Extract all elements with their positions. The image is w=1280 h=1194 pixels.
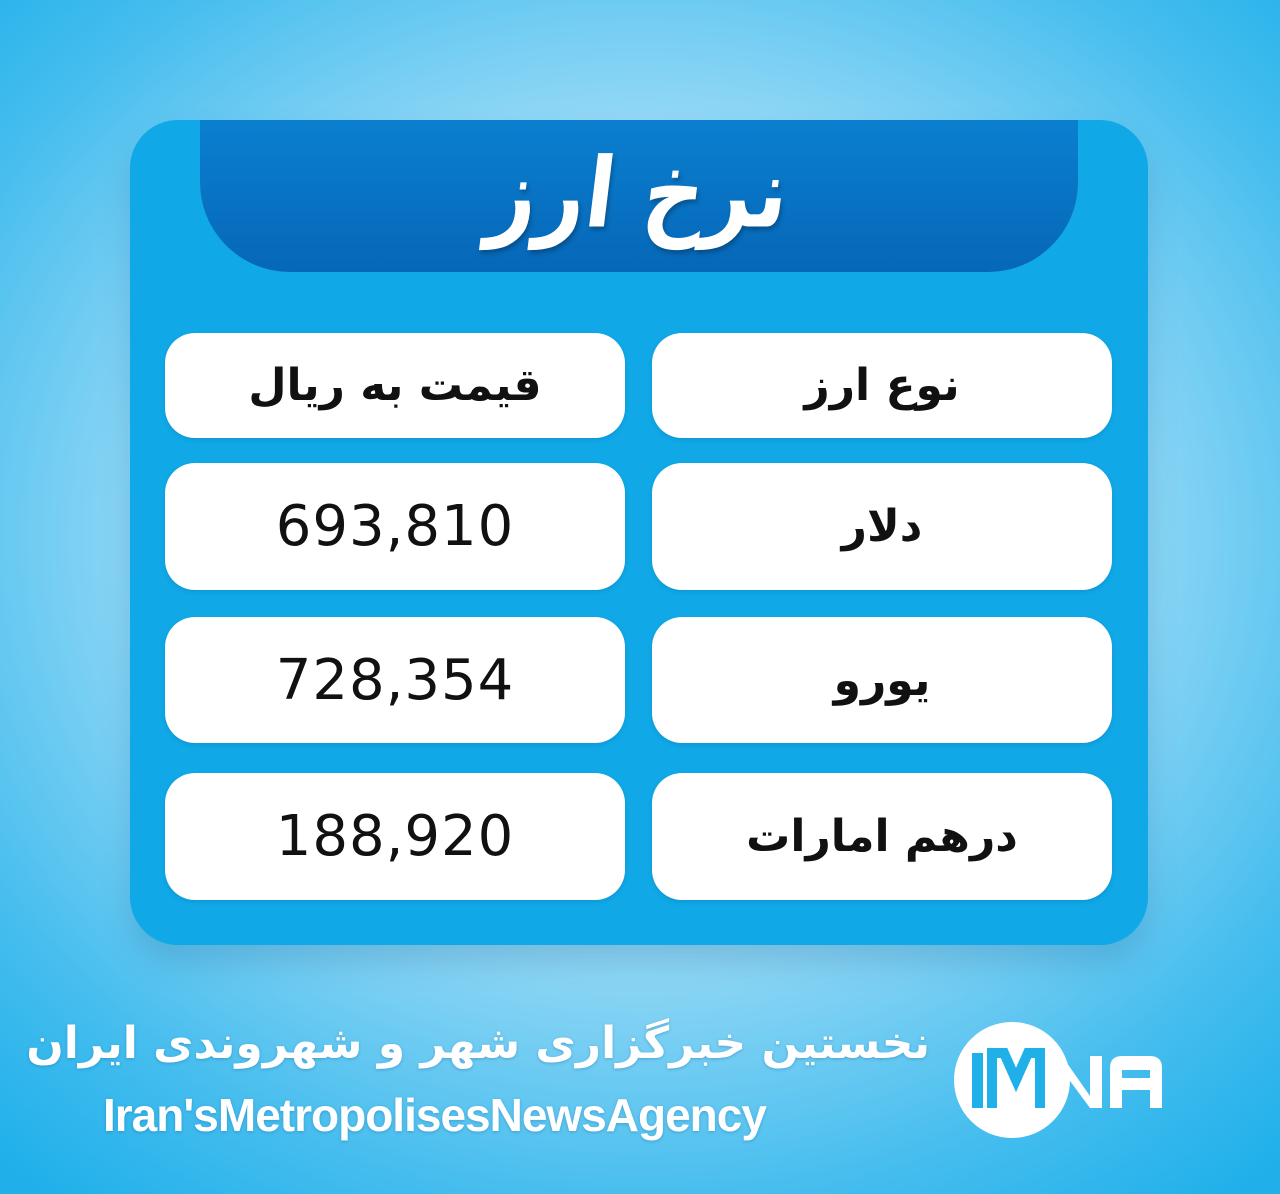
footer-agency-name: Iran'sMetropolisesNewsAgency	[103, 1089, 767, 1141]
title-banner: نرخ ارز	[200, 120, 1078, 272]
imna-logo-icon	[954, 1022, 1162, 1138]
page-title: نرخ ارز	[482, 136, 796, 250]
price-cell: 693,810	[165, 463, 625, 590]
price-cell: 728,354	[165, 617, 625, 743]
currency-cell: دلار	[652, 463, 1112, 590]
price-cell: 188,920	[165, 773, 625, 900]
rates-card: نرخ ارز نوع ارز قیمت به ریال دلار 693,81…	[130, 120, 1148, 945]
currency-cell: درهم امارات	[652, 773, 1112, 900]
footer-tagline: نخستین خبرگزاری شهر و شهروندی ایران	[26, 1018, 930, 1069]
header-price: قیمت به ریال	[165, 333, 625, 438]
header-currency: نوع ارز	[652, 333, 1112, 438]
currency-cell: یورو	[652, 617, 1112, 743]
